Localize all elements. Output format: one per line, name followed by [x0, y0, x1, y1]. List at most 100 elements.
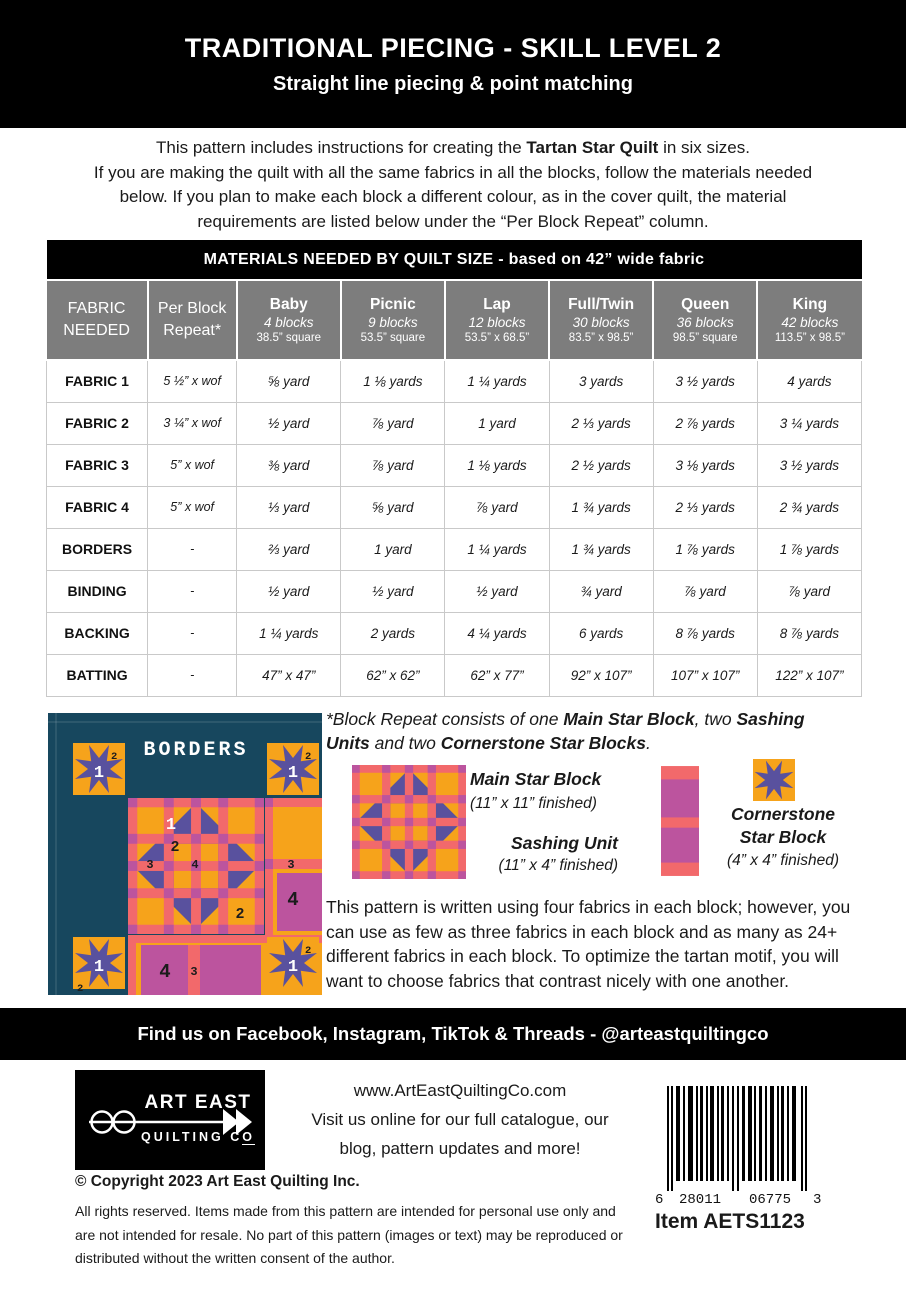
- value-cell: 62” x 77”: [444, 653, 550, 697]
- materials-table: MATERIALS NEEDED BY QUILT SIZE - based o…: [45, 240, 863, 697]
- column-header-size: Baby 4 blocks 38.5” square: [235, 279, 342, 361]
- value-cell: 2 ⅞ yards: [652, 401, 758, 445]
- block-repeat-section: BORDERS: [0, 703, 906, 1008]
- value-cell: 1 ⅞ yards: [756, 527, 863, 571]
- text-segment: and two: [369, 732, 441, 753]
- table-row: FABRIC 3 5” x wof ⅜ yard ⅞ yard 1 ⅛ yards 2 ½…: [45, 443, 863, 487]
- svg-text:1: 1: [288, 958, 298, 977]
- value-cell: 2 ⅓ yards: [548, 401, 654, 445]
- row-label: FABRIC 4: [45, 485, 149, 529]
- block-repeat-note: *Block Repeat consists of one Main Star …: [326, 708, 892, 755]
- value-cell: ⅞ yard: [756, 569, 863, 613]
- intro-paragraph: This pattern includes instructions for c…: [0, 136, 906, 234]
- per-block-cell: 5” x wof: [147, 485, 238, 529]
- size-blocks: 9 blocks: [368, 315, 418, 330]
- size-name: Picnic: [370, 296, 416, 313]
- size-name: Queen: [681, 296, 730, 313]
- value-cell: 3 ¼ yards: [756, 401, 863, 445]
- value-cell: ⅞ yard: [652, 569, 758, 613]
- svg-text:4: 4: [191, 858, 198, 872]
- value-cell: ⅜ yard: [236, 443, 342, 487]
- value-cell: 1 ⅞ yards: [652, 527, 758, 571]
- svg-text:3: 3: [190, 965, 197, 979]
- value-cell: 3 yards: [548, 359, 654, 403]
- column-header-fabric: FABRIC NEEDED: [46, 279, 149, 361]
- value-cell: 1 ¼ yards: [444, 359, 550, 403]
- size-name: Full/Twin: [568, 296, 635, 313]
- svg-text:1: 1: [166, 816, 176, 835]
- social-text: Find us on Facebook, Instagram, TikTok &…: [137, 1023, 769, 1044]
- value-cell: 4 ¼ yards: [444, 611, 550, 655]
- table-title-row: MATERIALS NEEDED BY QUILT SIZE - based o…: [46, 240, 862, 280]
- sashing-labels: Sashing Unit (11” x 4” finished): [438, 833, 618, 875]
- svg-text:06775: 06775: [749, 1192, 791, 1208]
- skill-level-banner: TRADITIONAL PIECING - SKILL LEVEL 2 Stra…: [0, 0, 906, 128]
- value-cell: 1 yard: [340, 527, 446, 571]
- text-segment: .: [645, 732, 651, 753]
- page-subtitle: Straight line piecing & point matching: [272, 72, 633, 95]
- value-cell: ⅝ yard: [340, 485, 446, 529]
- size-dims: 113.5” x 98.5”: [774, 332, 845, 344]
- size-dims: 98.5” square: [672, 332, 738, 344]
- value-cell: 1 ¾ yards: [548, 527, 654, 571]
- size-name: Lap: [483, 296, 511, 313]
- logo-subname-text: QUILTING C: [140, 1130, 243, 1144]
- column-header-size: Lap 12 blocks 53.5” x 68.5”: [443, 279, 551, 361]
- size-blocks: 36 blocks: [676, 315, 734, 330]
- size-blocks: 42 blocks: [781, 315, 839, 330]
- value-cell: 3 ½ yards: [756, 443, 863, 487]
- table-row: BATTING -47” x 47” 62” x 62” 62” x 77” 92” x…: [45, 653, 863, 697]
- cornerstone-label-line2: Star Block: [739, 827, 827, 847]
- row-label: BACKING: [45, 611, 149, 655]
- table-title: MATERIALS NEEDED BY QUILT SIZE - based o…: [46, 240, 862, 280]
- text-segment: *Block Repeat consists of one: [326, 709, 564, 729]
- value-cell: 8 ⅞ yards: [756, 611, 863, 655]
- value-cell: 1 ¼ yards: [444, 527, 550, 571]
- value-cell: 107” x 107”: [652, 653, 758, 697]
- sashing-size: (11” x 4” finished): [498, 857, 618, 874]
- value-cell: 2 yards: [340, 611, 446, 655]
- per-block-cell: -: [147, 569, 238, 613]
- value-cell: ¾ yard: [548, 569, 654, 613]
- social-bar: Find us on Facebook, Instagram, TikTok &…: [0, 1008, 906, 1060]
- table-row: BACKING -1 ¼ yards 2 yards 4 ¼ yards 6 yards…: [45, 611, 863, 655]
- size-dims: 38.5” square: [256, 332, 322, 344]
- logo-name: ART EAST: [144, 1092, 252, 1113]
- fabric-number-labels: 1 2 1 2 1 2 1 2 1 2 3 4 2 3 4 4 3: [77, 751, 311, 995]
- table-row: FABRIC 4 5” x wof ⅓ yard ⅝ yard ⅞ yard 1 ¾ ya…: [45, 485, 863, 529]
- value-cell: 2 ½ yards: [548, 443, 654, 487]
- value-cell: 6 yards: [548, 611, 654, 655]
- value-cell: 3 ½ yards: [652, 359, 758, 403]
- value-cell: 1 ⅛ yards: [444, 443, 550, 487]
- copyright-line: © Copyright 2023 Art East Quilting Inc.: [75, 1173, 360, 1190]
- text-segment: Sashing Units: [326, 709, 805, 753]
- svg-text:28011: 28011: [679, 1192, 721, 1208]
- value-cell: 122” x 107”: [756, 653, 863, 697]
- value-cell: 1 yard: [444, 401, 550, 445]
- value-cell: ⅓ yard: [236, 485, 342, 529]
- svg-text:6: 6: [655, 1192, 663, 1208]
- row-label: BATTING: [45, 653, 149, 697]
- column-header-size: Picnic 9 blocks 53.5” square: [339, 279, 446, 361]
- row-label: FABRIC 1: [45, 359, 149, 403]
- sashing-unit-image: [661, 766, 699, 876]
- svg-text:2: 2: [111, 751, 117, 763]
- table-row: BINDING - ½ yard ½ yard ½ yard ¾ yard ⅞ yard ⅞ …: [45, 569, 863, 613]
- page-title: TRADITIONAL PIECING - SKILL LEVEL 2: [184, 32, 722, 63]
- svg-text:2: 2: [235, 906, 244, 923]
- barcode-bars: [667, 1086, 807, 1191]
- cornerstone-block-image: [753, 759, 795, 801]
- size-name: Baby: [269, 296, 308, 313]
- per-block-cell: -: [147, 653, 238, 697]
- value-cell: ½ yard: [444, 569, 550, 613]
- quilt-layout-diagram: BORDERS: [48, 713, 322, 995]
- logo-underlined-o: O: [242, 1130, 256, 1145]
- svg-text:2: 2: [170, 839, 179, 856]
- svg-text:2: 2: [77, 983, 83, 995]
- size-name: King: [792, 296, 828, 313]
- website-url: www.ArtEastQuiltingCo.com: [353, 1081, 567, 1100]
- main-star-label: Main Star Block: [470, 769, 602, 789]
- value-cell: ½ yard: [236, 569, 342, 613]
